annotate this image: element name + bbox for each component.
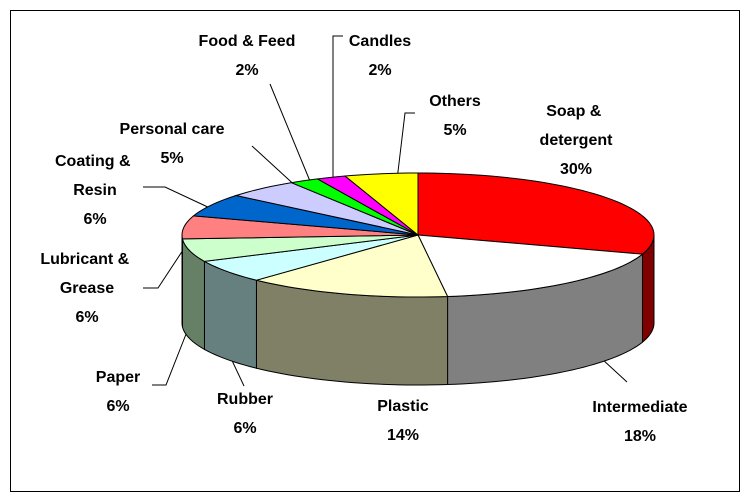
pie-slice — [181, 215, 419, 240]
leader-line — [396, 112, 415, 181]
category-label: Others — [429, 93, 481, 110]
category-label: Paper — [96, 369, 140, 386]
chart-frame — [10, 10, 740, 492]
pie-slice — [181, 234, 419, 262]
value-label: 18% — [624, 428, 656, 445]
value-label: 5% — [160, 150, 183, 167]
category-label: Rubber — [217, 391, 273, 408]
pie-slice — [417, 172, 655, 255]
pie-slice — [343, 172, 419, 237]
leader-line — [143, 186, 213, 210]
value-label: 2% — [235, 62, 258, 79]
category-label: Personal care — [120, 121, 225, 138]
category-label: Plastic — [377, 398, 429, 415]
leader-line — [332, 35, 343, 180]
leader-line — [152, 323, 191, 386]
value-label: 30% — [560, 161, 592, 178]
pie-slice — [417, 234, 644, 298]
leader-line — [143, 243, 188, 289]
category-label: Intermediate — [592, 399, 687, 416]
pie-slice — [234, 182, 419, 236]
value-label: 5% — [443, 122, 466, 139]
value-label: 6% — [83, 211, 106, 228]
category-label: Candles — [349, 33, 411, 50]
category-label: Coating & Resin — [55, 153, 135, 199]
category-label: Lubricant & Grease — [40, 251, 133, 297]
value-label: 6% — [233, 420, 256, 437]
pie-slice — [202, 234, 419, 281]
category-label: Soap & detergent — [540, 103, 614, 149]
pie-tops — [181, 172, 655, 298]
pie-slice — [254, 234, 449, 298]
value-label: 2% — [368, 62, 391, 79]
value-label: 14% — [387, 427, 419, 444]
pie-slice — [192, 194, 419, 236]
value-label: 6% — [75, 309, 98, 326]
leader-line — [269, 83, 313, 187]
value-label: 6% — [106, 398, 129, 415]
category-label: Food & Feed — [199, 33, 296, 50]
